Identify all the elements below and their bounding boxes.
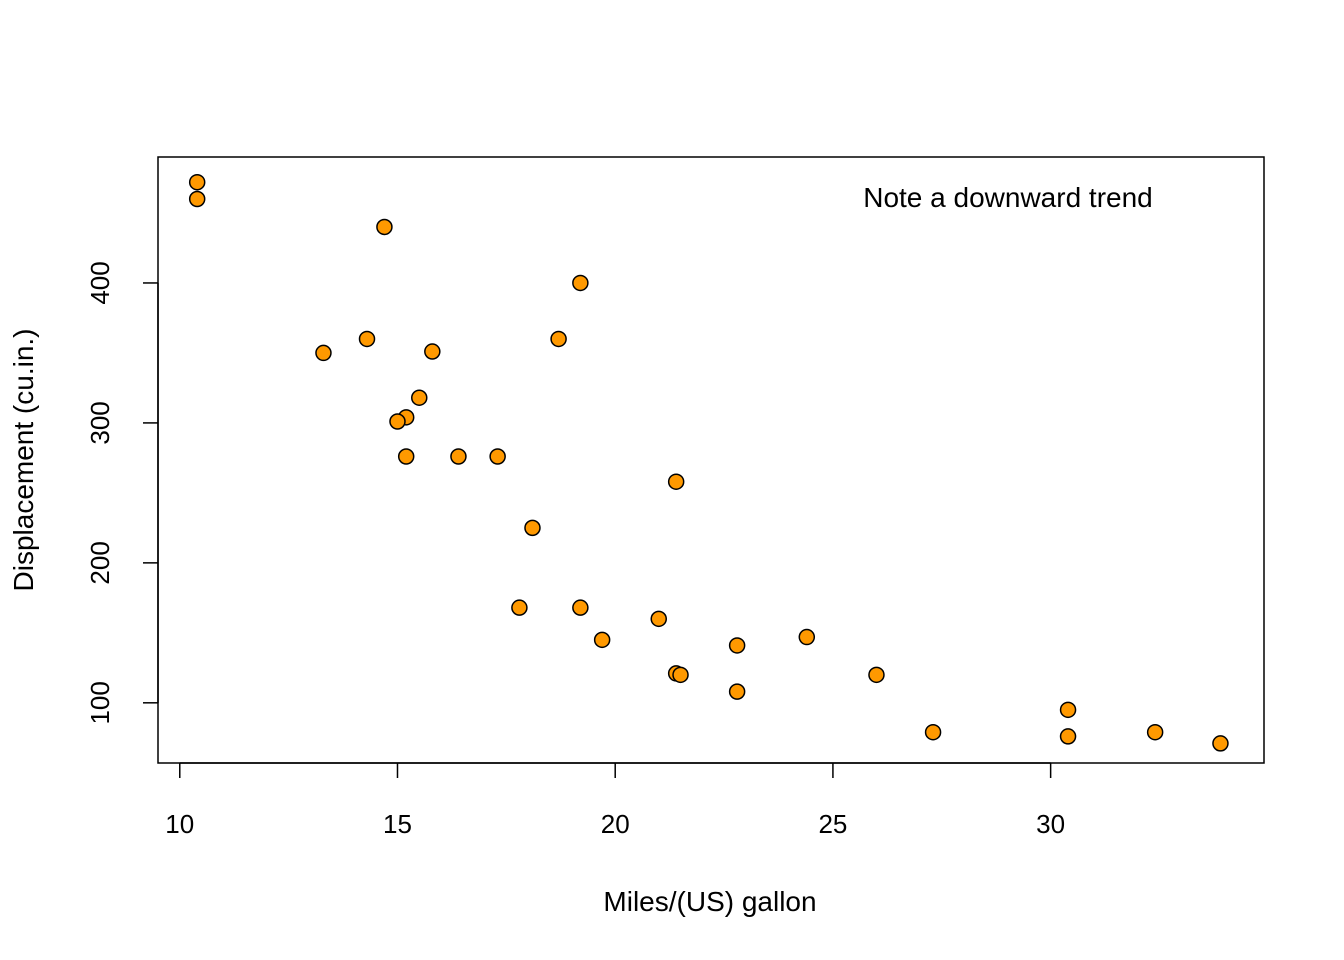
y-tick-label: 400 bbox=[85, 261, 115, 304]
data-point bbox=[550, 330, 567, 348]
data-point bbox=[1059, 701, 1077, 719]
data-point bbox=[524, 519, 541, 537]
plot-annotation: Note a downward trend bbox=[863, 182, 1153, 213]
data-point bbox=[1212, 735, 1229, 752]
data-point bbox=[1059, 728, 1077, 745]
data-point bbox=[728, 683, 746, 700]
data-point bbox=[397, 448, 415, 465]
data-point bbox=[572, 274, 589, 292]
data-point bbox=[389, 413, 406, 430]
y-tick-label: 300 bbox=[85, 401, 115, 444]
x-tick-label: 15 bbox=[383, 809, 412, 839]
data-point bbox=[188, 190, 206, 208]
data-point bbox=[411, 389, 428, 406]
data-point bbox=[450, 448, 467, 465]
x-axis-label: Miles/(US) gallon bbox=[603, 886, 816, 917]
y-tick-label: 100 bbox=[85, 681, 115, 724]
data-point bbox=[376, 218, 393, 236]
data-point bbox=[868, 666, 885, 684]
data-point bbox=[798, 628, 816, 646]
data-point bbox=[667, 473, 685, 490]
data-point bbox=[424, 343, 441, 360]
data-point bbox=[728, 637, 746, 654]
x-tick-label: 10 bbox=[165, 809, 194, 839]
data-point bbox=[188, 173, 206, 191]
data-point bbox=[572, 599, 589, 616]
data-point bbox=[593, 631, 611, 649]
data-point bbox=[489, 448, 506, 465]
data-point bbox=[924, 723, 942, 741]
y-axis: 100 200 300 400 bbox=[85, 261, 159, 725]
data-point bbox=[1146, 723, 1164, 741]
data-points bbox=[188, 173, 1229, 752]
x-tick-label: 20 bbox=[601, 809, 630, 839]
data-point bbox=[672, 666, 689, 684]
data-point bbox=[358, 330, 376, 348]
data-point bbox=[650, 610, 667, 628]
x-tick-label: 25 bbox=[818, 809, 847, 839]
y-tick-label: 200 bbox=[85, 541, 115, 584]
y-axis-label: Displacement (cu.in.) bbox=[8, 329, 39, 592]
x-axis: 10 15 20 25 30 bbox=[165, 762, 1065, 839]
data-point bbox=[315, 344, 332, 362]
data-point bbox=[511, 599, 528, 616]
x-tick-label: 30 bbox=[1036, 809, 1065, 839]
